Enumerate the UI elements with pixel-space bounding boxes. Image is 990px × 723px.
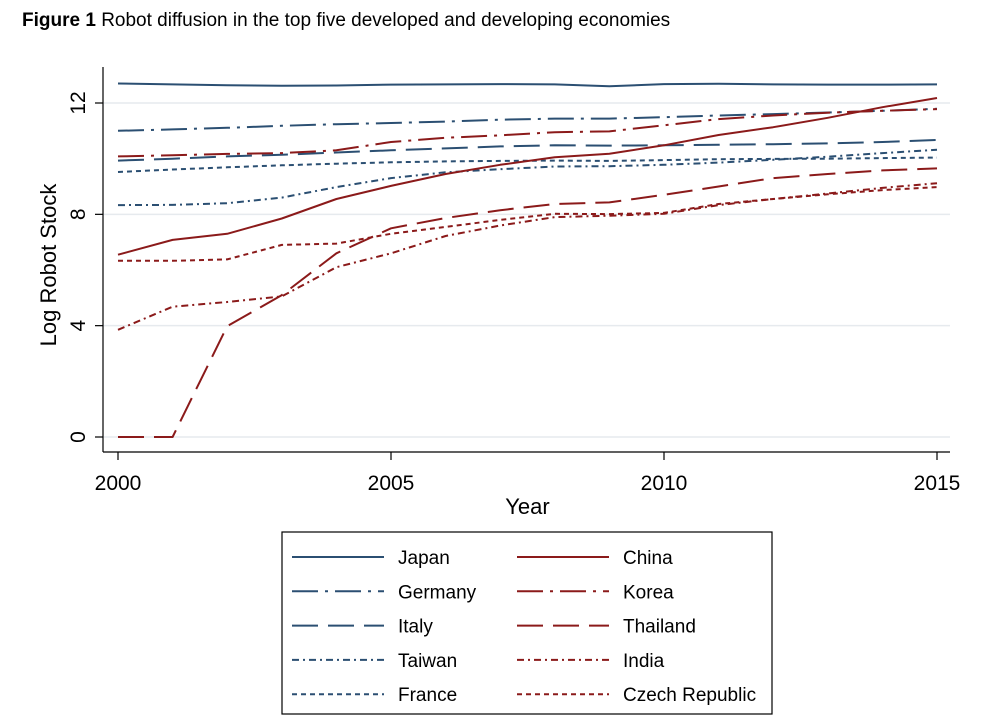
y-tick-label-12: 12: [67, 91, 90, 114]
legend-label-france: France: [398, 685, 457, 706]
legend: Japan Germany Italy Taiwan France China Korea T…: [281, 531, 773, 715]
legend-box: [281, 531, 773, 715]
series-line-czech-republic: [118, 186, 938, 262]
y-tick-label-0: 0: [67, 431, 90, 443]
series-line-france: [117, 156, 938, 173]
series-line-japan: [117, 82, 938, 88]
figure-caption: Figure 1 Robot diffusion in the top five…: [22, 10, 670, 32]
gridlines: [103, 102, 950, 438]
figure-label: Figure 1: [22, 10, 96, 31]
x-tick-label-2005: 2005: [368, 472, 415, 495]
series-line-korea: [117, 108, 938, 158]
legend-label-thailand: Thailand: [623, 617, 696, 638]
series-line-italy: [117, 139, 938, 162]
legend-label-italy: Italy: [398, 617, 433, 638]
legend-label-japan: Japan: [398, 548, 450, 569]
series-line-thailand: [118, 167, 938, 438]
x-axis-title: Year: [505, 494, 549, 519]
legend-label-china: China: [623, 548, 673, 569]
series-lines: [117, 82, 938, 438]
legend-label-taiwan: Taiwan: [398, 651, 457, 672]
y-tick-label-8: 8: [67, 208, 90, 220]
series-line-germany: [117, 107, 938, 132]
x-tick-label-2010: 2010: [641, 472, 688, 495]
legend-label-korea: Korea: [623, 582, 674, 603]
legend-label-czech-republic: Czech Republic: [623, 685, 756, 706]
series-line-china: [117, 97, 938, 256]
y-axis-title: Log Robot Stock: [36, 183, 61, 347]
legend-label-germany: Germany: [398, 582, 477, 603]
series-line-india: [117, 182, 938, 331]
y-tick-label-4: 4: [67, 320, 90, 332]
axes: 0 4 8 12 2000 2005 2010 2015 Year Log Robot Stock: [36, 67, 960, 519]
x-tick-label-2000: 2000: [95, 472, 142, 495]
series-line-taiwan: [117, 148, 938, 207]
figure-title: Robot diffusion in the top five develope…: [101, 10, 671, 31]
x-tick-label-2015: 2015: [914, 472, 961, 495]
legend-label-india: India: [623, 651, 665, 672]
